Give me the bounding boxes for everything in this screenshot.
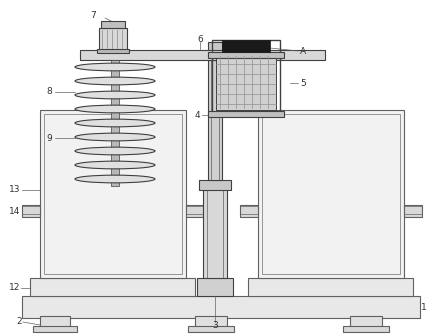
Bar bbox=[195, 316, 227, 328]
Text: 13: 13 bbox=[8, 186, 20, 195]
Bar bbox=[216, 52, 276, 110]
Ellipse shape bbox=[75, 147, 155, 155]
Bar bbox=[208, 42, 222, 50]
Text: 4: 4 bbox=[194, 111, 200, 120]
Bar bbox=[258, 110, 404, 278]
Bar bbox=[343, 326, 389, 332]
Bar bbox=[111, 60, 119, 186]
Bar bbox=[262, 114, 400, 274]
Bar bbox=[40, 110, 186, 278]
Ellipse shape bbox=[75, 133, 155, 141]
Text: 3: 3 bbox=[212, 321, 218, 330]
Ellipse shape bbox=[75, 175, 155, 183]
Text: 6: 6 bbox=[197, 35, 203, 44]
Ellipse shape bbox=[75, 119, 155, 127]
Ellipse shape bbox=[75, 77, 155, 85]
Bar bbox=[404, 205, 422, 217]
Bar bbox=[240, 205, 258, 217]
Bar bbox=[208, 60, 222, 180]
Bar bbox=[22, 205, 40, 217]
Bar bbox=[203, 188, 227, 278]
Text: 8: 8 bbox=[46, 87, 52, 96]
Ellipse shape bbox=[75, 91, 155, 99]
Bar bbox=[222, 40, 270, 52]
Text: 14: 14 bbox=[8, 206, 20, 215]
Text: 1: 1 bbox=[421, 304, 427, 313]
Bar bbox=[44, 114, 182, 274]
Text: 9: 9 bbox=[46, 134, 52, 143]
Bar bbox=[80, 50, 325, 60]
Bar bbox=[40, 316, 70, 328]
Bar bbox=[197, 278, 233, 296]
Bar bbox=[188, 326, 234, 332]
Bar bbox=[22, 296, 420, 318]
Bar bbox=[248, 278, 413, 296]
Bar bbox=[101, 21, 125, 28]
Bar bbox=[99, 28, 127, 50]
Text: 5: 5 bbox=[300, 78, 306, 87]
Ellipse shape bbox=[75, 105, 155, 113]
Bar bbox=[30, 278, 195, 296]
Bar bbox=[33, 326, 77, 332]
Bar bbox=[199, 180, 231, 190]
Bar bbox=[350, 316, 382, 328]
Bar bbox=[97, 49, 129, 53]
Text: A: A bbox=[300, 47, 306, 56]
Ellipse shape bbox=[75, 63, 155, 71]
Bar bbox=[208, 111, 284, 117]
Bar bbox=[186, 205, 204, 217]
Ellipse shape bbox=[75, 161, 155, 169]
Text: 2: 2 bbox=[16, 318, 22, 327]
Bar bbox=[212, 40, 280, 114]
Bar bbox=[208, 52, 284, 58]
Text: 7: 7 bbox=[90, 11, 96, 20]
Text: 12: 12 bbox=[8, 283, 20, 292]
